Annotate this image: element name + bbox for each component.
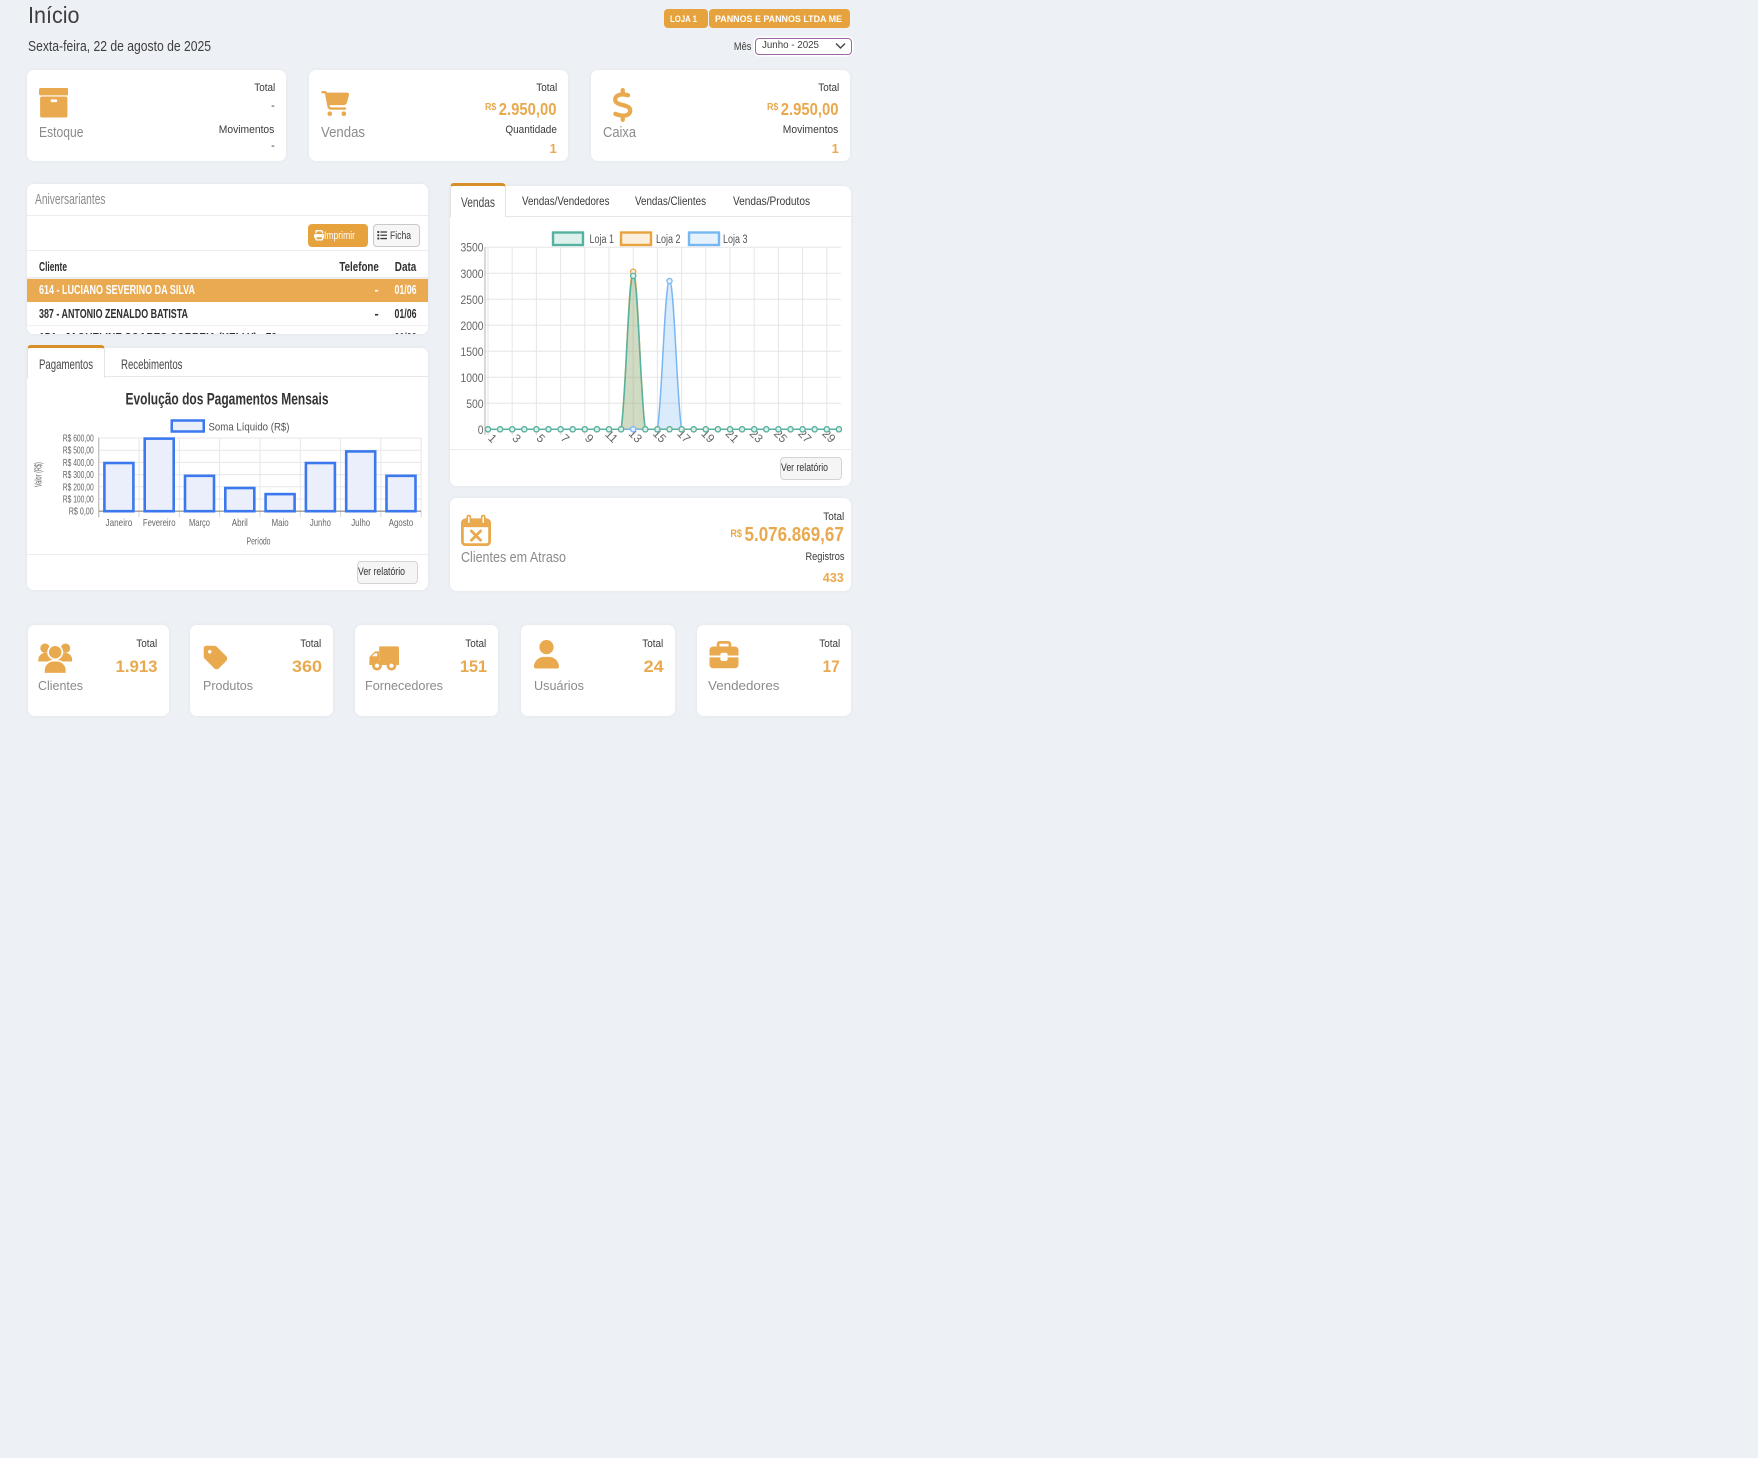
svg-text:Período: Período: [247, 536, 271, 548]
svg-text:5: 5: [534, 432, 548, 446]
svg-text:Fevereiro: Fevereiro: [143, 518, 176, 529]
svg-text:Soma Líquido (R$): Soma Líquido (R$): [209, 421, 290, 433]
svg-text:Loja 2: Loja 2: [656, 232, 681, 246]
svg-text:3500: 3500: [461, 241, 484, 255]
svg-text:Valor (R$): Valor (R$): [34, 462, 45, 487]
svg-text:500: 500: [466, 397, 483, 411]
svg-text:0: 0: [478, 423, 484, 437]
svg-text:R$ 600,00: R$ 600,00: [63, 434, 94, 445]
svg-text:Loja 3: Loja 3: [723, 232, 748, 246]
svg-text:1000: 1000: [461, 371, 484, 385]
svg-text:R$ 100,00: R$ 100,00: [63, 495, 94, 506]
svg-text:9: 9: [582, 432, 596, 446]
svg-text:R$ 200,00: R$ 200,00: [63, 482, 94, 493]
svg-text:Junho: Junho: [310, 518, 331, 529]
svg-text:Abril: Abril: [232, 518, 248, 529]
svg-text:Maio: Maio: [272, 518, 289, 529]
svg-text:Julho: Julho: [351, 518, 370, 529]
svg-text:1: 1: [485, 432, 499, 446]
svg-text:R$ 0,00: R$ 0,00: [69, 507, 94, 518]
svg-text:R$ 300,00: R$ 300,00: [63, 470, 94, 481]
svg-text:Agosto: Agosto: [389, 518, 414, 529]
svg-text:3: 3: [509, 432, 523, 446]
svg-text:Loja 1: Loja 1: [590, 232, 615, 246]
svg-text:2500: 2500: [461, 293, 484, 307]
svg-text:R$ 500,00: R$ 500,00: [63, 446, 94, 457]
svg-text:7: 7: [558, 432, 572, 446]
svg-text:3000: 3000: [461, 267, 484, 281]
svg-text:1500: 1500: [461, 345, 484, 359]
svg-text:2000: 2000: [461, 319, 484, 333]
svg-text:Evolução dos Pagamentos Mensai: Evolução dos Pagamentos Mensais: [126, 391, 329, 409]
svg-text:R$ 400,00: R$ 400,00: [63, 458, 94, 469]
svg-text:Março: Março: [189, 518, 210, 529]
svg-text:Janeiro: Janeiro: [106, 518, 133, 529]
